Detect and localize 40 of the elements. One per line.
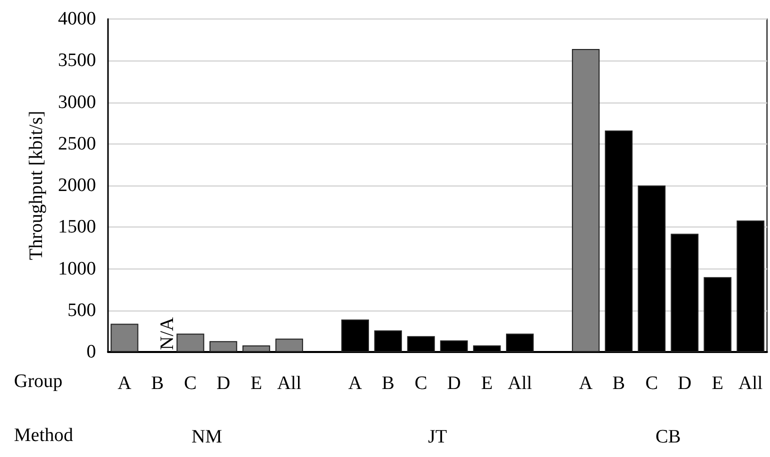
annotation: N/A — [156, 317, 178, 350]
x-tick-label: B — [612, 373, 626, 394]
y-tick-label: 3000 — [58, 92, 96, 113]
x-tick-label: E — [250, 373, 262, 394]
x-tick-label: D — [447, 373, 461, 394]
x-tick-label: C — [414, 373, 428, 394]
x-tick-label: All — [277, 373, 302, 394]
bar — [242, 345, 270, 352]
x-tick-label: All — [738, 373, 763, 394]
bar — [275, 338, 304, 352]
y-tick-label: 1500 — [58, 216, 96, 238]
x-tick-label: B — [382, 373, 394, 394]
text: Group — [14, 371, 63, 392]
x-tick-label: C — [184, 373, 197, 394]
y-axis-title: Throughput [kbit/s] — [26, 110, 47, 260]
x-tick-label: E — [481, 373, 493, 394]
x-tick-label: E — [712, 373, 724, 394]
bar — [176, 334, 204, 352]
text: JT — [428, 426, 448, 448]
y-tick-label: 1000 — [58, 258, 96, 280]
y-tick-label: 0 — [86, 342, 96, 362]
bar — [209, 341, 238, 352]
x-tick-label: B — [151, 373, 164, 394]
y-tick-label: 2000 — [58, 175, 96, 196]
x-tick-label: A — [578, 373, 593, 394]
bar — [110, 324, 138, 352]
x-tick-label: A — [348, 373, 362, 394]
y-tick-label: 2500 — [58, 133, 96, 154]
y-tick-label: 3500 — [58, 50, 96, 72]
y-tick-label: 4000 — [58, 8, 96, 30]
text: NM — [192, 426, 222, 448]
x-tick-label: D — [678, 373, 692, 394]
y-tick-label: 500 — [68, 300, 96, 321]
x-tick-label: D — [216, 373, 230, 394]
x-tick-label: A — [118, 373, 132, 394]
bar — [572, 48, 600, 352]
x-tick-label: All — [508, 373, 532, 394]
text: CB — [655, 426, 681, 448]
text: Method — [14, 425, 74, 446]
x-tick-label: C — [645, 373, 658, 394]
